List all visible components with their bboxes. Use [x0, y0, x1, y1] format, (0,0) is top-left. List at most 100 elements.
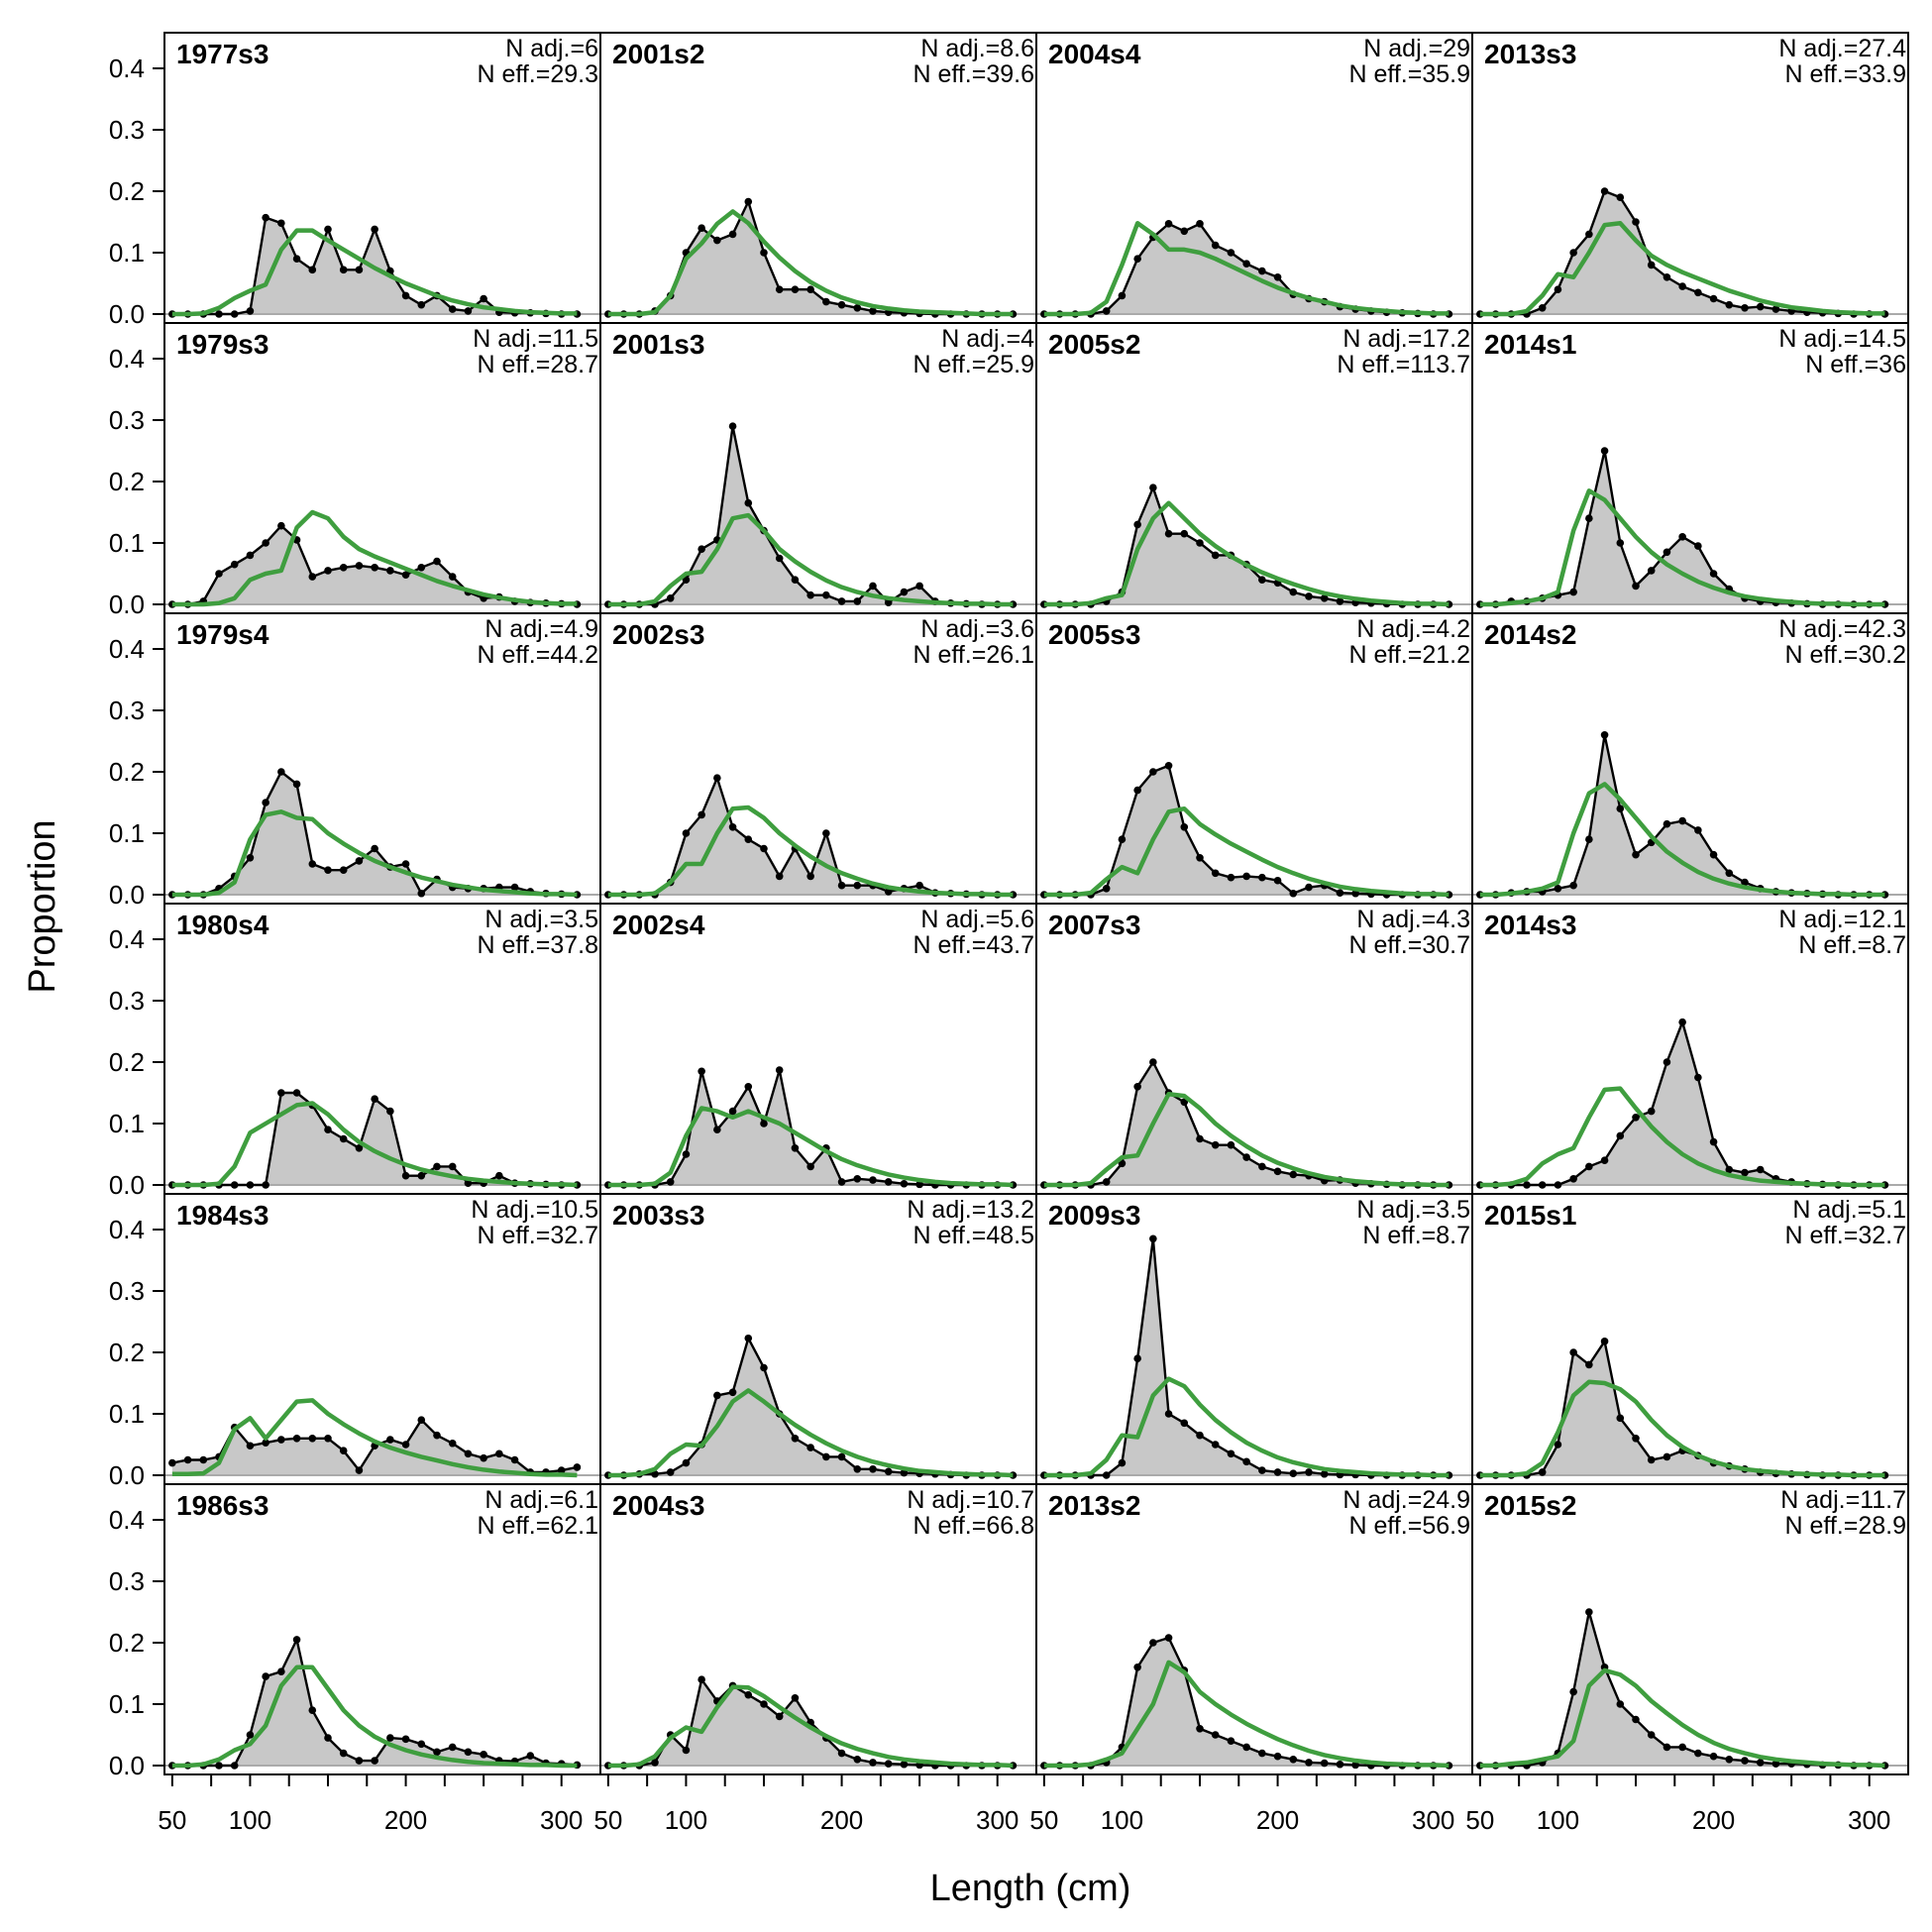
observed-point	[775, 1712, 784, 1721]
observed-point	[371, 1095, 378, 1103]
observed-point	[324, 866, 332, 874]
y-tick-label: 0.0	[109, 880, 145, 910]
observed-point	[1647, 261, 1656, 269]
panel-1977s3: 1977s3 N adj.=6N eff.=29.3	[163, 32, 601, 324]
observed-point	[371, 564, 378, 572]
n-eff-label: N eff.=56.9	[1348, 1512, 1470, 1540]
observed-point	[837, 1178, 846, 1186]
panel-label: 2005s2	[1048, 329, 1140, 360]
observed-line	[171, 1636, 578, 1768]
observed-point	[1118, 1458, 1127, 1467]
n-eff-label: N eff.=26.1	[912, 641, 1034, 669]
expected-line	[171, 1101, 578, 1188]
observed-point	[775, 872, 784, 881]
expected-line	[1479, 220, 1885, 317]
observed-point	[1242, 260, 1250, 268]
observed-point	[277, 768, 285, 776]
observed-point	[728, 422, 737, 431]
expected-line	[1479, 782, 1885, 898]
x-tick-label: 200	[820, 1805, 863, 1835]
observed-point	[292, 780, 301, 789]
observed-point	[557, 1466, 566, 1474]
observed-point	[1180, 529, 1189, 538]
observed-point	[869, 582, 877, 590]
observed-point	[1585, 835, 1593, 843]
observed-point	[277, 1667, 285, 1675]
observed-point	[1647, 1731, 1656, 1739]
observed-point	[371, 844, 378, 853]
observed-point	[682, 1150, 691, 1158]
observed-point	[853, 1465, 862, 1473]
observed-point	[791, 576, 800, 584]
observed-point	[1133, 255, 1141, 264]
panel-2005s3: 2005s3 N adj.=4.2N eff.=21.2	[1035, 612, 1473, 905]
observed-area	[171, 525, 578, 604]
observed-point	[837, 597, 846, 605]
observed-point	[386, 1107, 394, 1116]
panel-label: 2013s3	[1484, 39, 1576, 69]
y-tick-label: 0.3	[109, 115, 145, 145]
observed-point	[728, 823, 737, 831]
y-tick-label: 0.1	[109, 528, 145, 558]
panel-label: 1979s3	[176, 329, 268, 360]
x-tick-label: 50	[158, 1805, 186, 1835]
n-eff-label: N eff.=21.2	[1348, 641, 1470, 669]
observed-point	[292, 1636, 301, 1644]
n-eff-label: N eff.=32.7	[1784, 1222, 1906, 1249]
y-tick-label: 0.0	[109, 299, 145, 329]
observed-point	[1196, 539, 1204, 547]
panel-label: 2015s1	[1484, 1200, 1576, 1231]
observed-point	[401, 571, 410, 580]
y-tick-label: 0.3	[109, 1276, 145, 1306]
n-eff-label: N eff.=30.7	[1348, 931, 1470, 959]
observed-point	[1616, 805, 1625, 812]
observed-point	[853, 597, 862, 605]
panel-2004s3: 2004s3 N adj.=10.7N eff.=66.8	[599, 1483, 1037, 1775]
observed-point	[1632, 1715, 1640, 1724]
observed-point	[355, 1466, 364, 1474]
observed-point	[1725, 869, 1734, 878]
x-tick-label: 200	[384, 1805, 427, 1835]
observed-point	[837, 1452, 846, 1461]
observed-point	[1305, 1759, 1313, 1767]
observed-point	[246, 854, 255, 862]
y-tick-label: 0.4	[109, 1505, 145, 1535]
panel-2014s2: 2014s2 N adj.=42.3N eff.=30.2	[1471, 612, 1909, 905]
observed-point	[339, 266, 348, 274]
expected-line	[607, 805, 1014, 898]
observed-point	[448, 573, 457, 581]
observed-point	[433, 1162, 441, 1171]
panel-label: 1979s4	[176, 619, 269, 650]
observed-area	[1479, 1612, 1885, 1766]
observed-point	[1118, 291, 1127, 300]
observed-point	[480, 1751, 487, 1759]
observed-point	[464, 1449, 473, 1458]
n-adj-label: N adj.=5.6	[920, 906, 1034, 933]
expected-line	[1043, 500, 1449, 607]
observed-point	[371, 225, 378, 234]
observed-point	[1741, 1168, 1749, 1177]
panel-label: 1977s3	[176, 39, 268, 69]
observed-point	[1523, 1181, 1531, 1189]
observed-point	[1569, 249, 1577, 257]
observed-point	[464, 1748, 473, 1757]
observed-point	[837, 300, 846, 309]
observed-point	[1632, 1114, 1640, 1122]
observed-area	[1043, 223, 1449, 314]
panel-label: 2009s3	[1048, 1200, 1140, 1231]
observed-point	[495, 1171, 503, 1180]
observed-point	[1102, 307, 1111, 315]
observed-point	[230, 1762, 239, 1770]
observed-point	[791, 1694, 800, 1702]
panel-2005s2: 2005s2 N adj.=17.2N eff.=113.7	[1035, 322, 1473, 614]
observed-point	[1569, 588, 1577, 596]
expected-line	[607, 209, 1014, 317]
observed-point	[1585, 1162, 1593, 1171]
panel-label: 1980s4	[176, 910, 269, 940]
observed-point	[1756, 1165, 1765, 1174]
n-adj-label: N adj.=6	[505, 35, 598, 62]
observed-point	[651, 1759, 659, 1767]
observed-point	[1227, 1140, 1235, 1149]
observed-point	[480, 294, 487, 303]
expected-line	[1043, 220, 1449, 317]
